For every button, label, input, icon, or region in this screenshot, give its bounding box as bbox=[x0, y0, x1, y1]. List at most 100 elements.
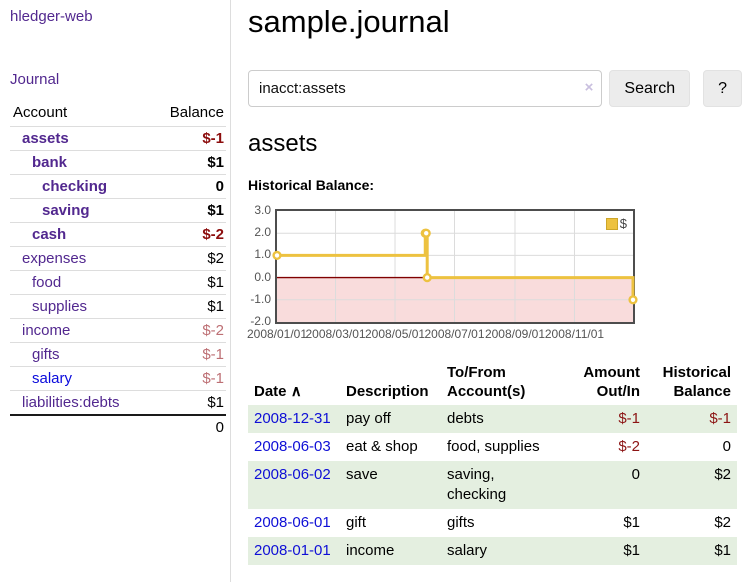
transaction-amount: $1 bbox=[623, 514, 640, 531]
account-link[interactable]: liabilities:debts bbox=[22, 394, 120, 411]
x-tick-label: 2008/05/01 bbox=[364, 327, 426, 341]
col-header-accounts: To/From Account(s) bbox=[447, 364, 526, 400]
transaction-description: income bbox=[346, 542, 395, 559]
chart-title: Historical Balance: bbox=[248, 177, 375, 193]
col-header-balance: Historical Balance bbox=[662, 364, 731, 400]
register-row: 2008-12-31 pay off debts $-1 $-1 bbox=[248, 405, 737, 433]
account-balance: $-2 bbox=[151, 222, 226, 247]
legend-label: $ bbox=[619, 216, 627, 231]
account-balance: 0 bbox=[151, 174, 226, 199]
account-link[interactable]: supplies bbox=[32, 298, 88, 315]
main-content: sample.journal × Search ? assets Histori… bbox=[246, 0, 742, 565]
clear-search-icon[interactable]: × bbox=[584, 79, 594, 96]
y-tick-label: -2.0 bbox=[250, 314, 271, 328]
transaction-amount: $1 bbox=[623, 542, 640, 559]
account-balance: $1 bbox=[151, 150, 226, 175]
register-row: 2008-06-03 eat & shop food, supplies $-2… bbox=[248, 433, 737, 461]
account-balance: $-1 bbox=[151, 126, 226, 151]
account-link[interactable]: income bbox=[22, 322, 71, 339]
transaction-date-link[interactable]: 2008-06-01 bbox=[254, 514, 331, 531]
search-button[interactable]: Search bbox=[609, 70, 691, 107]
account-row: income $-2 bbox=[10, 318, 226, 343]
transaction-date-link[interactable]: 2008-06-03 bbox=[254, 438, 331, 455]
account-row: gifts $-1 bbox=[10, 342, 226, 367]
sidebar: hledger-web Journal Account Balance asse… bbox=[0, 0, 231, 582]
app-title: hledger-web bbox=[10, 8, 230, 25]
account-heading: assets bbox=[248, 130, 318, 157]
register-row: 2008-06-02 save saving, checking 0 $2 bbox=[248, 461, 737, 509]
account-link[interactable]: food bbox=[32, 274, 62, 291]
register-row: 2008-01-01 income salary $1 $1 bbox=[248, 537, 737, 565]
account-balance: $1 bbox=[151, 198, 226, 223]
transaction-description: pay off bbox=[346, 410, 391, 427]
account-link[interactable]: gifts bbox=[32, 346, 60, 363]
chart-legend: $ bbox=[603, 215, 629, 232]
accounts-col-header: Account bbox=[13, 104, 68, 121]
transaction-amount: $-2 bbox=[618, 438, 640, 455]
transaction-accounts: salary bbox=[447, 542, 488, 559]
transaction-amount: $-1 bbox=[618, 410, 640, 427]
account-row: salary $-1 bbox=[10, 366, 226, 391]
account-row: expenses $2 bbox=[10, 246, 226, 271]
transaction-description: gift bbox=[346, 514, 367, 531]
search-input[interactable] bbox=[248, 70, 603, 107]
y-tick-label: -1.0 bbox=[250, 291, 271, 306]
col-header-description: Description bbox=[346, 383, 429, 400]
account-balance: $2 bbox=[151, 246, 226, 271]
account-row: food $1 bbox=[10, 270, 226, 295]
account-link[interactable]: checking bbox=[42, 178, 108, 195]
col-header-date[interactable]: Date ∧ bbox=[254, 383, 302, 400]
transaction-accounts: gifts bbox=[447, 514, 475, 531]
transaction-date-link[interactable]: 2008-06-02 bbox=[254, 466, 331, 483]
transaction-accounts: saving, checking bbox=[447, 466, 507, 503]
account-link[interactable]: salary bbox=[32, 370, 73, 387]
transaction-date-link[interactable]: 2008-12-31 bbox=[254, 410, 331, 427]
account-balance: $-1 bbox=[151, 366, 226, 391]
col-header-amount: Amount Out/In bbox=[583, 364, 640, 400]
chart-plot-area: $ bbox=[272, 209, 638, 324]
account-link[interactable]: saving bbox=[42, 202, 90, 219]
nav-journal: Journal bbox=[10, 71, 230, 88]
nav-journal-link[interactable]: Journal bbox=[10, 71, 60, 88]
transaction-balance: $-1 bbox=[709, 410, 731, 427]
account-row: cash $-2 bbox=[10, 222, 226, 247]
transaction-accounts: debts bbox=[447, 410, 484, 427]
x-tick-label: 2008/01/01 bbox=[246, 327, 308, 341]
account-balance: $1 bbox=[151, 270, 226, 295]
y-tick-label: 1.0 bbox=[254, 247, 271, 262]
accounts-total: 0 bbox=[151, 414, 226, 439]
x-tick-label: 2008/03/01 bbox=[305, 327, 366, 341]
legend-swatch-dollar bbox=[605, 217, 618, 230]
account-balance: $1 bbox=[151, 294, 226, 319]
help-button[interactable]: ? bbox=[703, 70, 742, 107]
transaction-accounts: food, supplies bbox=[447, 438, 540, 455]
account-balance: $1 bbox=[151, 390, 226, 415]
account-row: bank $1 bbox=[10, 150, 226, 175]
sort-asc-icon: ∧ bbox=[290, 383, 302, 400]
transaction-description: eat & shop bbox=[346, 438, 418, 455]
x-tick-label: 2008/09/01 bbox=[484, 327, 545, 341]
account-row: supplies $1 bbox=[10, 294, 226, 319]
y-tick-label: 3.0 bbox=[254, 203, 271, 217]
accounts-total-row: 0 bbox=[10, 414, 226, 439]
x-tick-label: 2008/07/01 bbox=[424, 327, 485, 341]
register-table: Date ∧ Description To/From Account(s) Am… bbox=[248, 361, 737, 565]
app-title-link[interactable]: hledger-web bbox=[10, 8, 93, 25]
account-balance: $-1 bbox=[151, 342, 226, 367]
search-form: × Search ? bbox=[248, 70, 742, 107]
transaction-date-link[interactable]: 2008-01-01 bbox=[254, 542, 331, 559]
account-link[interactable]: bank bbox=[32, 154, 68, 171]
accounts-table-header: Account Balance bbox=[10, 101, 226, 127]
transaction-amount: 0 bbox=[631, 466, 640, 483]
transaction-balance: 0 bbox=[722, 438, 731, 455]
transaction-balance: $2 bbox=[714, 514, 731, 531]
y-tick-label: 2.0 bbox=[254, 225, 271, 240]
transaction-balance: $2 bbox=[714, 466, 731, 483]
account-row: assets $-1 bbox=[10, 126, 226, 151]
account-link[interactable]: assets bbox=[22, 130, 69, 147]
account-link[interactable]: expenses bbox=[22, 250, 87, 267]
accounts-table: Account Balance assets $-1 bank $1 check… bbox=[10, 101, 226, 439]
account-link[interactable]: cash bbox=[32, 226, 67, 243]
register-row: 2008-06-01 gift gifts $1 $2 bbox=[248, 509, 737, 537]
account-row: liabilities:debts $1 bbox=[10, 390, 226, 415]
